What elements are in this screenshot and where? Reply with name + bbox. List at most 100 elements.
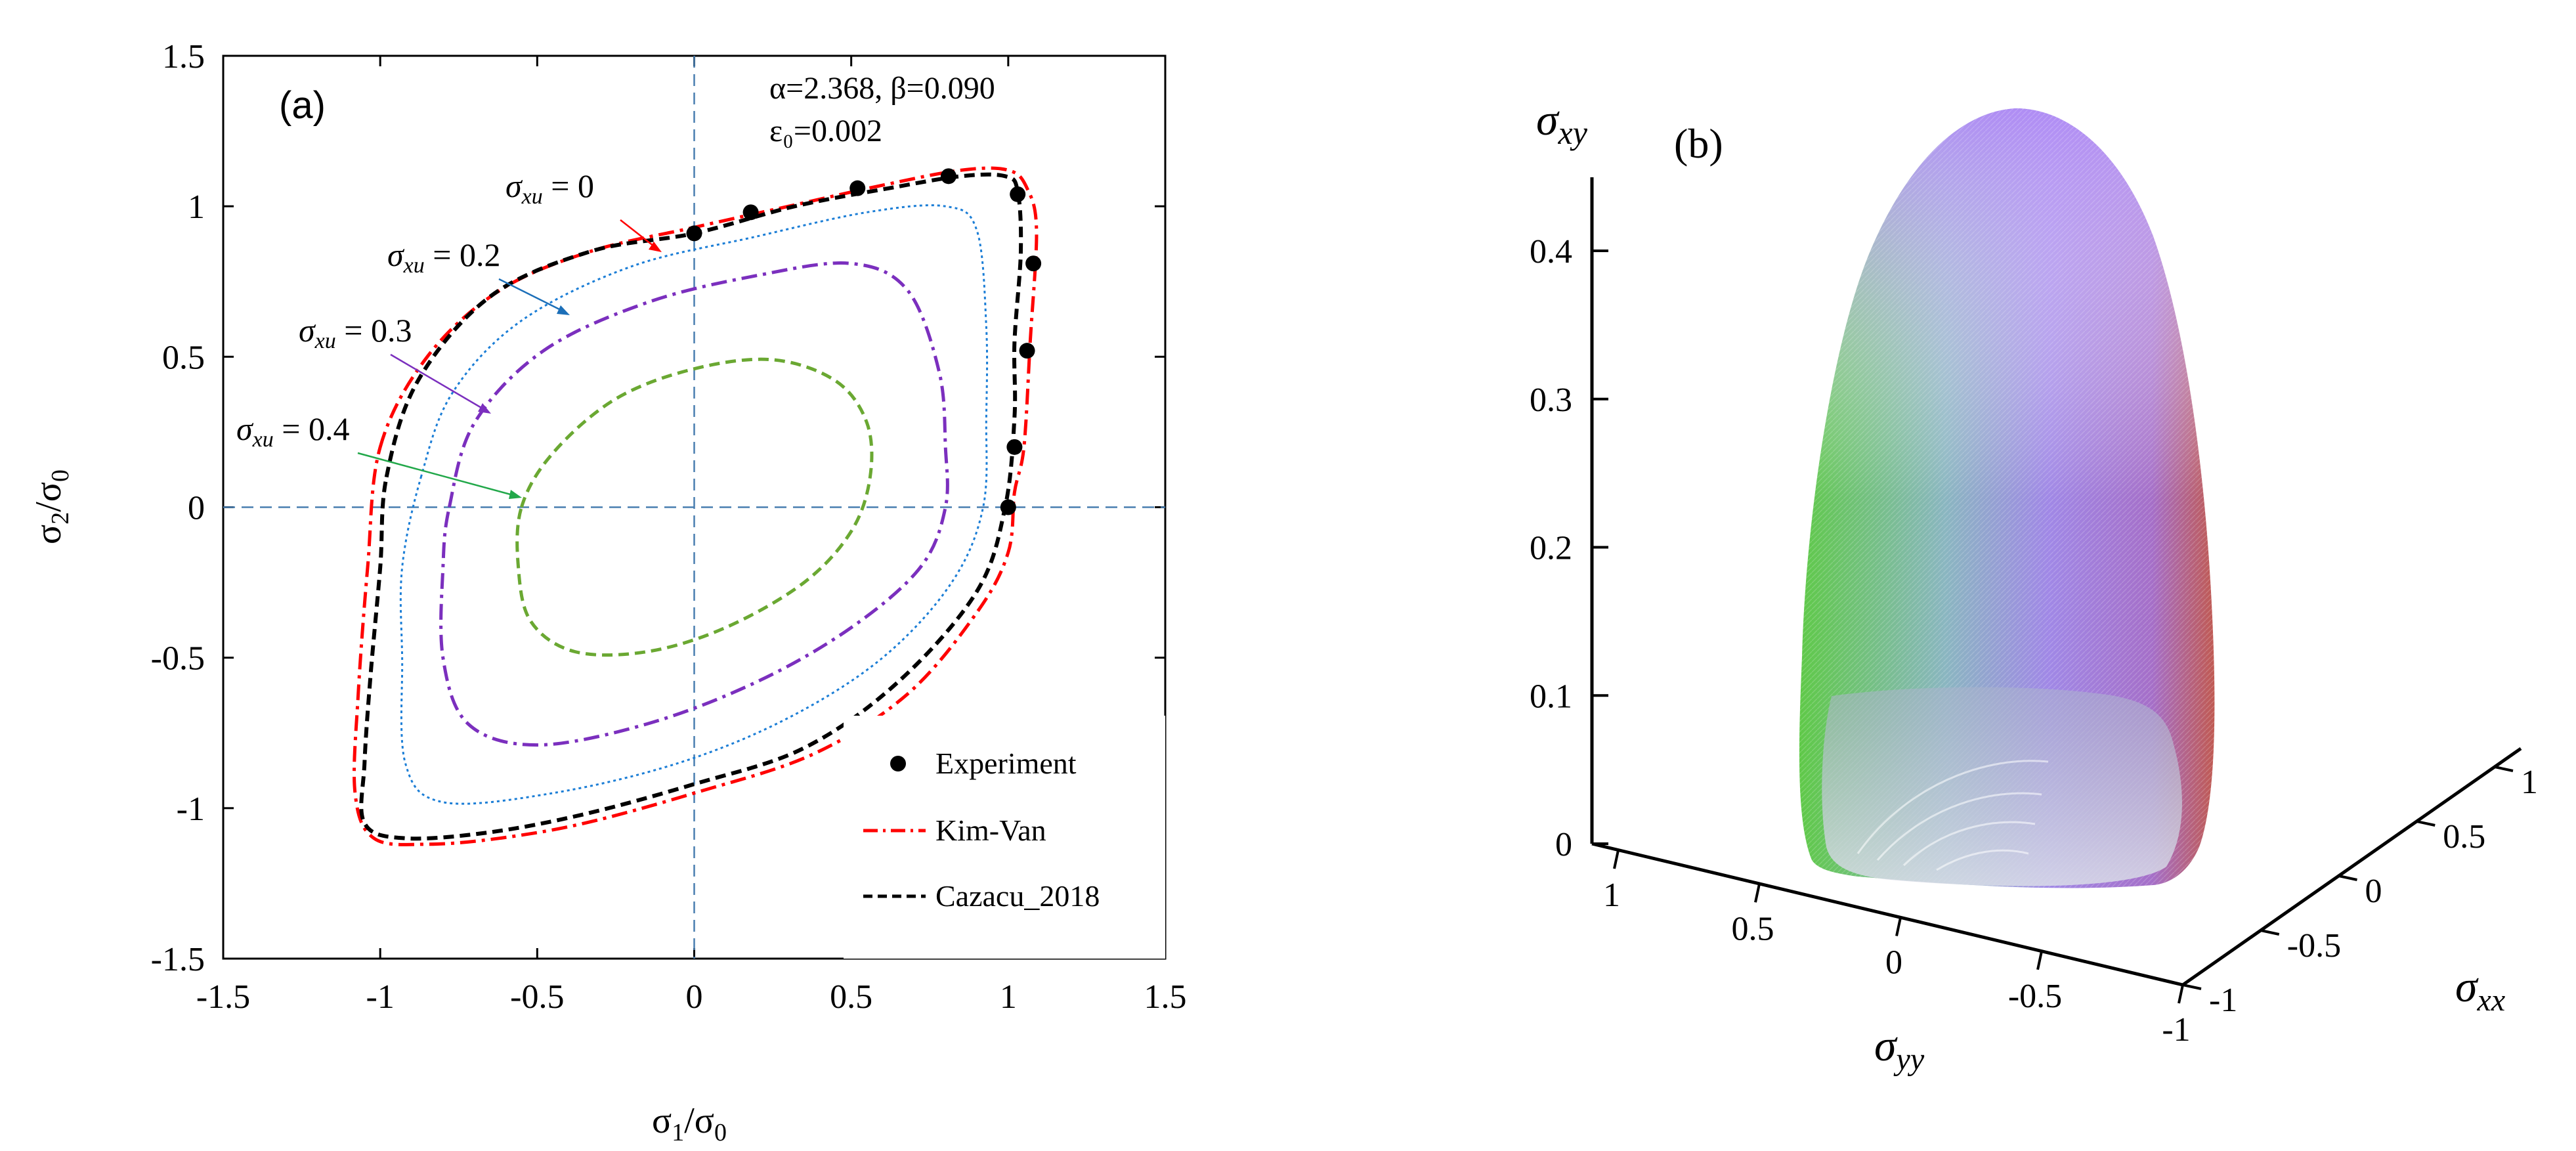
curve-label-04-value: = 0.4	[274, 410, 350, 447]
y-axis-title-sub0: 0	[47, 469, 74, 482]
panel-label-b: (b)	[1674, 120, 1723, 167]
y-tick-label-b: -0.5	[2008, 978, 2062, 1015]
y-tick-b	[1754, 883, 1761, 903]
curve-label-0-value: = 0	[543, 167, 594, 204]
experiment-point	[742, 204, 759, 221]
experiment-point	[940, 168, 956, 185]
x-tick-label: 1.5	[1144, 978, 1187, 1016]
y-tick-label: -1.5	[151, 941, 205, 978]
z-tick-label: 0	[1555, 826, 1572, 863]
arrowhead-04-icon	[509, 490, 522, 499]
curve-label-02-sub: xu	[403, 253, 425, 278]
arrow-03	[390, 353, 486, 412]
experiment-point	[1025, 255, 1042, 272]
z-axis-title-sub: xy	[1558, 114, 1588, 151]
curve-label-02: σxu = 0.2	[387, 236, 570, 315]
svg-text:σxu = 0.4: σxu = 0.4	[236, 410, 349, 452]
z-tick-label: 0.3	[1530, 381, 1572, 419]
x-tick-label: 0.5	[830, 978, 872, 1016]
x-tick-label: -1	[366, 978, 395, 1016]
x-tick-label: -0.5	[510, 978, 564, 1016]
x-tick-label-b: -1	[2209, 982, 2237, 1019]
param-line-2: ε₀=0.002	[769, 114, 882, 148]
axes: -1.5 -1 -0.5 0 0.5 1 1.5 -1.5 -1 -0.5 0 0.5 1 1.5	[151, 38, 1187, 1016]
y-tick-label: -1	[177, 791, 205, 828]
x-axis-line	[2181, 747, 2522, 987]
axis-ticks: 0 0.1 0.2 0.3 0.4 1 0.5 0 -0.5 -1 1 0.5 0 -0.5 -1	[1530, 233, 2538, 1049]
y-tick-b	[1895, 917, 1902, 936]
x-tick-b	[2494, 766, 2514, 772]
y-tick-b	[2036, 951, 2043, 970]
param-line-1: α=2.368, β=0.090	[769, 71, 995, 106]
z-tick-label: 0.4	[1530, 233, 1572, 271]
experiment-point	[849, 180, 866, 196]
y-tick-label-b: -1	[2162, 1011, 2190, 1049]
x-tick-label-b: 1	[2521, 764, 2538, 801]
curve-label-0-sigma: σ	[505, 167, 523, 204]
x-tick-label-b: 0	[2365, 873, 2382, 910]
x-tick-label-b: 0.5	[2443, 818, 2485, 856]
y-tick-label-b: 0	[1885, 944, 1902, 982]
x-axis-title-sub0: 0	[714, 1119, 727, 1146]
x-tick-label: 1	[1000, 978, 1017, 1016]
experiment-point	[1000, 499, 1016, 515]
svg-text:σxu = 0.3: σxu = 0.3	[299, 312, 412, 353]
series--xy-0-4	[515, 357, 874, 657]
series--xy-0-3	[439, 261, 949, 747]
experiment-points	[686, 168, 1042, 515]
x-tick-b	[2338, 875, 2357, 881]
curve-label-04: σxu = 0.4	[236, 410, 522, 499]
y-axis-title-slash: /σ	[28, 482, 69, 512]
x-tick-label: 0	[686, 978, 703, 1016]
arrowhead-0-icon	[649, 242, 662, 252]
panel-b-3d-surface: 00.10.20.30.410.50-0.5-110.50-0.5-1 (b) …	[1530, 95, 2538, 1077]
x-axis-title: σ1/σ0	[652, 1100, 727, 1146]
y-tick-label: 0.5	[162, 339, 205, 376]
y-axis-title-b: σyy	[1874, 1020, 1925, 1077]
series--xy-0-2	[399, 204, 989, 805]
y-tick-label: 0	[188, 490, 205, 527]
curve-label-03-sigma: σ	[299, 312, 316, 349]
legend-label-experiment: Experiment	[935, 747, 1077, 780]
yield-surface-base	[1822, 687, 2182, 886]
curve-label-02-sigma: σ	[387, 236, 405, 273]
arrowhead-02-icon	[557, 305, 570, 315]
legend-marker-experiment	[890, 756, 906, 771]
y-axis-title: σ2/σ0	[28, 469, 74, 544]
curve-label-03-sub: xu	[314, 329, 336, 353]
x-axis-title-slash: /σ	[684, 1100, 714, 1141]
z-tick-label: 0.1	[1530, 678, 1572, 715]
x-axis-title-b-sub: xx	[2477, 983, 2506, 1018]
y-axis-title-sigma2: σ	[28, 525, 69, 544]
svg-text:σxu = 0: σxu = 0	[505, 167, 594, 209]
panel-label-a: (a)	[279, 84, 326, 127]
y-tick-label-b: 0.5	[1732, 910, 1774, 947]
x-tick-label-b: -0.5	[2287, 927, 2341, 965]
y-axis-title-sub2: 2	[47, 512, 74, 525]
experiment-point	[1010, 186, 1026, 202]
y-tick-label: 1.5	[162, 38, 205, 76]
experiment-point	[1006, 439, 1023, 455]
experiment-point	[686, 225, 702, 242]
y-tick-label: 1	[188, 188, 205, 226]
x-axis-title-b-sigma: σ	[2455, 961, 2479, 1011]
x-axis-title-sigma1: σ	[652, 1100, 672, 1141]
z-tick-label: 0.2	[1530, 530, 1572, 567]
curve-label-04-sigma: σ	[236, 410, 254, 447]
panel-a-chart: -1.5 -1 -0.5 0 0.5 1 1.5 -1.5 -1 -0.5 0 0.5 1 1.5 (a)…	[28, 38, 1187, 1146]
legend-label-cazacu: Cazacu_2018	[935, 879, 1100, 913]
experiment-point	[1019, 343, 1035, 359]
curve-label-03-value: = 0.3	[336, 312, 412, 349]
y-tick-label-b: 1	[1603, 877, 1620, 914]
x-tick-b	[2416, 820, 2436, 827]
series-cazacu-2018	[359, 172, 1023, 841]
z-axis-title: σxy	[1536, 95, 1588, 151]
curve-label-03: σxu = 0.3	[299, 312, 491, 414]
z-axis-title-sigma: σ	[1536, 95, 1560, 144]
yield-surface-base-contours	[1857, 760, 2049, 871]
x-axis-title-sub1: 1	[672, 1119, 684, 1146]
legend-label-kimvan: Kim-Van	[935, 814, 1046, 847]
y-axis-line	[1591, 842, 2183, 987]
legend: Experiment Kim-Van Cazacu_2018	[844, 716, 1165, 959]
